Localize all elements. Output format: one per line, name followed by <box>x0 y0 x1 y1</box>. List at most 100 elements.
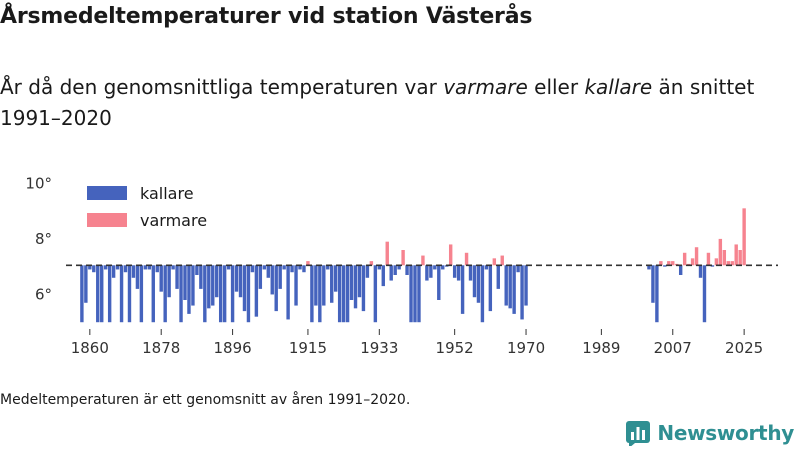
bar-cold <box>417 265 421 323</box>
bar-cold <box>135 265 140 289</box>
x-tick-label: 2007 <box>654 339 692 357</box>
bar-chart-icon <box>626 421 651 446</box>
bar-cold <box>425 265 429 281</box>
brand-name: Newsworthy <box>657 421 794 445</box>
bar-warm <box>718 238 723 266</box>
bar-cold <box>437 265 441 300</box>
bar-warm <box>690 258 695 266</box>
bar-cold <box>488 265 493 312</box>
bar-cold <box>480 265 485 323</box>
bar-cold <box>274 265 278 312</box>
bar-cold <box>302 265 306 273</box>
bar-warm <box>734 244 738 266</box>
bar-cold <box>246 265 251 323</box>
y-tick-label: 10° <box>25 174 52 192</box>
bar-cold <box>318 265 322 323</box>
bar-cold <box>215 265 219 298</box>
bar-cold <box>460 265 465 314</box>
bar-cold <box>326 265 330 270</box>
bar-cold <box>127 265 132 323</box>
subtitle-part-1: År då den genomsnittliga temperaturen va… <box>0 75 444 99</box>
bar-cold <box>266 265 270 278</box>
bar-cold <box>203 265 207 323</box>
chart-title: Årsmedeltemperaturer vid station Västerå… <box>0 4 533 29</box>
bar-warm <box>385 241 389 266</box>
bar-cold <box>171 265 175 270</box>
bar-cold <box>698 265 703 278</box>
bar-cold <box>250 265 255 273</box>
legend-label-warm: varmare <box>140 211 207 230</box>
y-axis: 6° 8° 10° <box>25 174 52 303</box>
bar-cold <box>159 265 163 292</box>
footnote: Medeltemperaturen är ett genomsnitt av å… <box>0 392 411 408</box>
bar-cold <box>111 265 116 278</box>
bar-cold <box>258 265 263 289</box>
bar-cold <box>155 265 159 273</box>
bar-cold <box>504 265 508 306</box>
bar-cold <box>286 265 290 320</box>
bar-cold <box>678 265 683 275</box>
bar-cold <box>294 265 298 306</box>
bar-cold <box>222 265 227 323</box>
bar-cold <box>361 265 366 312</box>
bar-cold <box>341 265 346 323</box>
x-tick-label: 1970 <box>507 339 545 357</box>
x-tick-label: 1915 <box>289 339 327 357</box>
subtitle-cold-word: kallare <box>584 75 653 99</box>
bar-warm <box>706 252 711 266</box>
bar-cold <box>353 265 358 309</box>
bar-cold <box>187 265 191 314</box>
bar-cold <box>337 265 342 323</box>
bar-cold <box>397 265 401 270</box>
bar-warm <box>369 261 374 266</box>
x-tick-label: 1878 <box>142 339 180 357</box>
bar-warm <box>714 258 719 266</box>
x-axis: 1860 1878 1896 1915 1933 1952 1970 1989 2007 2025 <box>71 329 763 357</box>
bar-warm <box>448 244 453 266</box>
bar-cold <box>195 265 199 275</box>
bar-cold <box>512 265 516 314</box>
bar-warm <box>659 261 663 266</box>
bar-cold <box>179 265 183 323</box>
bar-cold <box>524 265 528 306</box>
bar-cold <box>381 265 385 287</box>
bar-cold <box>651 265 655 303</box>
x-tick-label: 1860 <box>71 339 109 357</box>
bar-cold <box>405 265 409 275</box>
bar-cold <box>393 265 397 275</box>
bar-cold <box>655 265 659 323</box>
bar-cold <box>441 265 445 270</box>
x-tick-label: 2025 <box>725 339 763 357</box>
subtitle-warm-word: varmare <box>443 75 528 99</box>
bar-cold <box>472 265 477 298</box>
bar-warm <box>464 252 469 266</box>
bar-series <box>80 208 746 323</box>
bar-cold <box>452 265 457 278</box>
bar-warm <box>492 258 497 266</box>
bar-cold <box>496 265 500 289</box>
bar-cold <box>147 265 152 270</box>
bar-cold <box>389 265 393 281</box>
bar-cold <box>115 265 120 270</box>
legend-swatch-cold <box>87 186 127 200</box>
bar-cold <box>429 265 433 278</box>
bar-warm <box>671 261 675 266</box>
bar-cold <box>84 265 88 303</box>
bar-warm <box>667 261 671 266</box>
bar-cold <box>226 265 231 270</box>
bar-cold <box>314 265 318 306</box>
x-tick-label: 1896 <box>213 339 251 357</box>
bar-cold <box>433 265 437 270</box>
bar-warm <box>730 261 734 266</box>
bar-cold <box>508 265 512 309</box>
bar-warm <box>421 255 425 266</box>
x-tick-label: 1952 <box>436 339 474 357</box>
bar-cold <box>330 265 334 303</box>
bar-cold <box>80 265 84 323</box>
y-tick-label: 6° <box>35 285 52 303</box>
bar-cold <box>103 265 108 270</box>
bar-cold <box>254 265 259 317</box>
bar-cold <box>710 265 715 267</box>
bar-warm <box>500 255 504 266</box>
bar-cold <box>234 265 239 292</box>
